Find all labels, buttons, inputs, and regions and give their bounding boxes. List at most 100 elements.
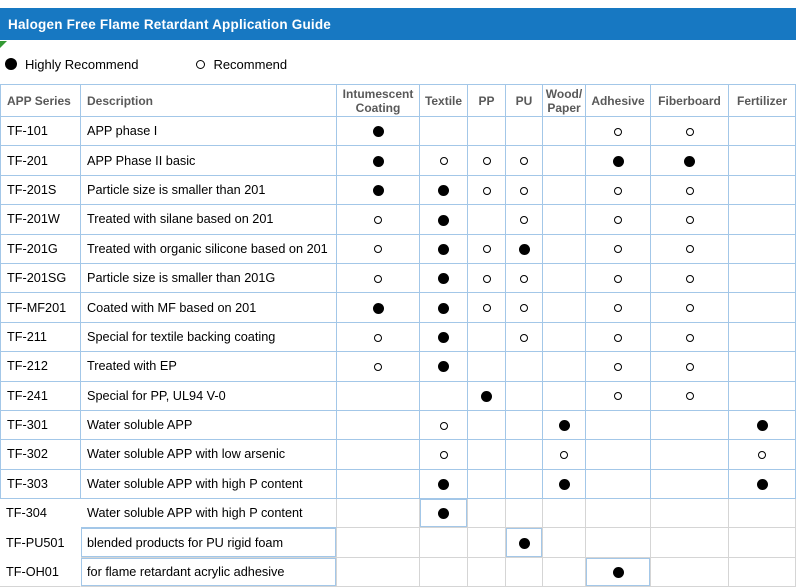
mark-cell-adhesive[interactable] [586,146,651,176]
mark-cell-wood-paper[interactable] [543,175,586,206]
mark-cell-wood-paper[interactable] [543,117,586,147]
mark-cell-fertilizer[interactable] [729,263,796,294]
mark-cell-intumescent-coating[interactable] [337,263,420,294]
mark-cell-textile[interactable] [420,263,468,294]
app-series-cell[interactable]: TF-212 [0,352,81,382]
mark-cell-fiberboard[interactable] [651,263,729,294]
mark-cell-fiberboard[interactable] [651,528,729,558]
mark-cell-fertilizer[interactable] [729,469,796,500]
app-series-cell[interactable]: TF-211 [0,322,81,353]
mark-cell-pu[interactable] [506,205,543,235]
mark-cell-pu[interactable] [506,146,543,176]
mark-cell-wood-paper[interactable] [543,263,586,294]
mark-cell-pp[interactable] [468,499,506,529]
mark-cell-intumescent-coating[interactable] [337,175,420,206]
app-series-cell[interactable]: TF-201 [0,146,81,176]
mark-cell-textile[interactable] [420,440,468,470]
description-cell[interactable]: Treated with organic silicone based on 2… [81,234,337,264]
mark-cell-adhesive[interactable] [586,499,651,529]
mark-cell-adhesive[interactable] [586,175,651,206]
mark-cell-textile[interactable] [420,469,468,500]
mark-cell-textile[interactable] [420,557,468,588]
mark-cell-fiberboard[interactable] [651,205,729,235]
description-cell[interactable]: Special for textile backing coating [81,322,337,353]
mark-cell-pu[interactable] [506,528,543,558]
mark-cell-intumescent-coating[interactable] [337,557,420,588]
mark-cell-pp[interactable] [468,117,506,147]
mark-cell-pu[interactable] [506,175,543,206]
mark-cell-fertilizer[interactable] [729,499,796,529]
description-cell[interactable]: APP Phase II basic [81,146,337,176]
description-cell[interactable]: for flame retardant acrylic adhesive [81,557,337,588]
mark-cell-wood-paper[interactable] [543,528,586,558]
mark-cell-pu[interactable] [506,440,543,470]
mark-cell-fiberboard[interactable] [651,469,729,500]
app-series-cell[interactable]: TF-201W [0,205,81,235]
column-header-fiberboard[interactable]: Fiberboard [651,84,729,117]
mark-cell-intumescent-coating[interactable] [337,205,420,235]
mark-cell-fertilizer[interactable] [729,322,796,353]
app-series-cell[interactable]: TF-101 [0,117,81,147]
mark-cell-pu[interactable] [506,352,543,382]
description-cell[interactable]: Water soluble APP with low arsenic [81,440,337,470]
mark-cell-pp[interactable] [468,352,506,382]
description-cell[interactable]: Treated with silane based on 201 [81,205,337,235]
mark-cell-fiberboard[interactable] [651,410,729,441]
mark-cell-textile[interactable] [420,205,468,235]
mark-cell-fiberboard[interactable] [651,499,729,529]
mark-cell-pu[interactable] [506,499,543,529]
mark-cell-fertilizer[interactable] [729,410,796,441]
description-cell[interactable]: Water soluble APP [81,410,337,441]
mark-cell-pp[interactable] [468,263,506,294]
mark-cell-fertilizer[interactable] [729,175,796,206]
mark-cell-wood-paper[interactable] [543,322,586,353]
mark-cell-fertilizer[interactable] [729,381,796,411]
mark-cell-adhesive[interactable] [586,322,651,353]
mark-cell-pu[interactable] [506,557,543,588]
mark-cell-intumescent-coating[interactable] [337,352,420,382]
column-header-textile[interactable]: Textile [420,84,468,117]
mark-cell-fertilizer[interactable] [729,205,796,235]
mark-cell-wood-paper[interactable] [543,440,586,470]
mark-cell-adhesive[interactable] [586,440,651,470]
mark-cell-adhesive[interactable] [586,117,651,147]
mark-cell-fiberboard[interactable] [651,440,729,470]
mark-cell-fertilizer[interactable] [729,234,796,264]
mark-cell-fiberboard[interactable] [651,175,729,206]
mark-cell-wood-paper[interactable] [543,146,586,176]
mark-cell-wood-paper[interactable] [543,352,586,382]
mark-cell-pu[interactable] [506,117,543,147]
mark-cell-intumescent-coating[interactable] [337,234,420,264]
description-cell[interactable]: Particle size is smaller than 201 [81,175,337,206]
mark-cell-fertilizer[interactable] [729,293,796,323]
mark-cell-wood-paper[interactable] [543,410,586,441]
mark-cell-fertilizer[interactable] [729,146,796,176]
mark-cell-pu[interactable] [506,293,543,323]
mark-cell-textile[interactable] [420,175,468,206]
mark-cell-wood-paper[interactable] [543,381,586,411]
mark-cell-pp[interactable] [468,293,506,323]
mark-cell-fiberboard[interactable] [651,322,729,353]
mark-cell-wood-paper[interactable] [543,293,586,323]
mark-cell-pu[interactable] [506,381,543,411]
mark-cell-intumescent-coating[interactable] [337,440,420,470]
mark-cell-adhesive[interactable] [586,352,651,382]
column-header-fertilizer[interactable]: Fertilizer [729,84,796,117]
mark-cell-textile[interactable] [420,381,468,411]
description-cell[interactable]: Coated with MF based on 201 [81,293,337,323]
mark-cell-fiberboard[interactable] [651,293,729,323]
description-cell[interactable]: Special for PP, UL94 V-0 [81,381,337,411]
mark-cell-pp[interactable] [468,322,506,353]
column-header-app-series[interactable]: APP Series [0,84,81,117]
mark-cell-wood-paper[interactable] [543,499,586,529]
description-cell[interactable]: blended products for PU rigid foam [81,528,337,558]
mark-cell-adhesive[interactable] [586,234,651,264]
app-series-cell[interactable]: TF-MF201 [0,293,81,323]
column-header-pp[interactable]: PP [468,84,506,117]
mark-cell-pp[interactable] [468,528,506,558]
mark-cell-fertilizer[interactable] [729,528,796,558]
mark-cell-intumescent-coating[interactable] [337,528,420,558]
app-series-cell[interactable]: TF-201G [0,234,81,264]
mark-cell-fertilizer[interactable] [729,557,796,588]
mark-cell-pp[interactable] [468,381,506,411]
